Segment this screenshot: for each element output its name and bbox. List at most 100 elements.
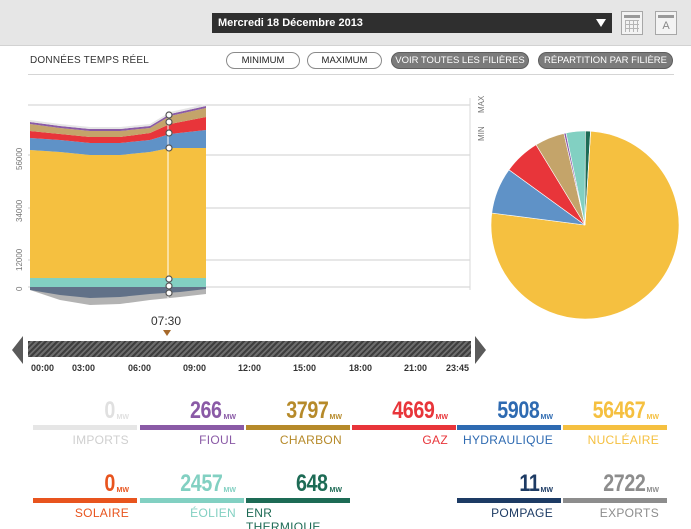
marker-exports [165,289,173,297]
stat-unit: MW [223,414,236,421]
stat-unit: MW [329,414,342,421]
all-sources-button[interactable]: VOIR TOUTES LES FILIÈRES [391,52,529,69]
maximum-button[interactable]: MAXIMUM [307,52,382,69]
stat-label: FIOUL [199,433,236,447]
marker-gaz [165,129,173,137]
stat-color-bar [246,498,350,503]
previous-day-arrow-icon[interactable] [12,336,23,364]
stat-label: IMPORTS [72,433,129,447]
x-tick-1800: 18:00 [349,363,373,373]
stat-unit: MW [329,487,342,494]
min-label: MIN [477,126,486,141]
controls-divider [28,74,674,75]
stat-unit: MW [435,414,448,421]
stat-color-bar [140,498,244,503]
marker-fioul [165,111,173,119]
stat-label: CHARBON [279,433,342,447]
stat-color-bar [563,425,667,430]
x-tick-0600: 06:00 [128,363,152,373]
stat-unit: MW [223,487,236,494]
date-select-label: Mercredi 18 Décembre 2013 [218,17,363,29]
max-label: MAX [477,95,486,113]
area-pompage [30,287,206,298]
stat-pompage[interactable]: 11 MW POMPAGE [457,470,561,526]
stat-label: HYDRAULIQUE [463,433,553,447]
stat-label: GAZ [422,433,448,447]
stat-unit: MW [116,414,129,421]
stat-color-bar [352,425,456,430]
date-select[interactable]: Mercredi 18 Décembre 2013 [212,13,612,33]
stat-gaz[interactable]: 4669 MW GAZ [352,397,456,453]
stat-color-bar [563,498,667,503]
stat-unit: MW [646,487,659,494]
marker-eolien [165,275,173,283]
stat-label: SOLAIRE [74,506,129,520]
area-hydraulique [30,130,206,155]
text-size-icon[interactable]: A [655,11,677,35]
stat-color-bar [33,498,137,503]
chevron-down-icon [596,19,606,27]
stat-value: 11 [519,470,539,497]
next-day-arrow-icon[interactable] [475,336,486,364]
stat-label: ÉOLIEN [190,506,236,520]
stat-unit: MW [540,414,553,421]
stat-charbon[interactable]: 3797 MW CHARBON [246,397,350,453]
area-gaz [30,117,206,143]
x-tick-0000: 00:00 [31,363,55,373]
stat-color-bar [140,425,244,430]
y-tick-34000: 34000 [15,199,24,222]
stat-label: POMPAGE [491,506,553,520]
marker-hydraulique [165,144,173,152]
pie-slice-pompage [584,130,591,226]
x-tick-0900: 09:00 [183,363,207,373]
area-charbon [30,108,206,137]
x-tick-0300: 03:00 [72,363,96,373]
stat-value: 3797 [285,397,329,424]
stat-color-bar [33,425,137,430]
stat-unit: MW [540,487,553,494]
minimum-button[interactable]: MINIMUM [226,52,300,69]
x-tick-2345: 23:45 [446,363,470,373]
calendar-grid [625,20,639,32]
split-by-source-button[interactable]: RÉPARTITION PAR FILIÈRE [538,52,673,69]
marker-charbon [165,118,173,126]
cursor-pointer-icon[interactable] [163,330,171,336]
stat-fioul[interactable]: 266 MW FIOUL [140,397,244,453]
cursor-markers [165,111,173,297]
x-tick-2100: 21:00 [404,363,428,373]
timeline-slider[interactable] [28,341,471,357]
stat-label: ENR THERMIQUE [246,506,321,529]
stat-value: 2457 [179,470,223,497]
stat-value: 4669 [391,397,435,424]
pie-chart [490,130,680,320]
stat-value: 0 [104,470,115,497]
stat-value: 0 [104,397,115,424]
stat-color-bar [246,425,350,430]
area-eolien [30,278,206,287]
stat-solaire[interactable]: 0 MW SOLAIRE [33,470,137,526]
stat-value: 56467 [592,397,645,424]
x-tick-1500: 15:00 [293,363,317,373]
stat-color-bar [457,498,561,503]
stat-label: NUCLÉAIRE [587,433,659,447]
stat-label: EXPORTS [599,506,659,520]
cursor-time: 07:30 [151,314,182,328]
stat-color-bar [457,425,561,430]
area-nucleaire [30,148,206,278]
stat-value: 648 [296,470,328,497]
stat-exports[interactable]: 2722 MW EXPORTS [563,470,667,526]
marker-nucleaire-base [165,282,173,290]
y-tick-56000: 56000 [15,147,24,170]
stat-value: 266 [190,397,222,424]
stat-imports[interactable]: 0 MW IMPORTS [33,397,137,453]
stat-value: 5908 [496,397,540,424]
x-tick-1200: 12:00 [238,363,262,373]
top-toolbar: Mercredi 18 Décembre 2013 A [0,0,691,46]
production-area-chart: 56000 34000 12000 0 MAX MIN [15,95,680,320]
stat-eolien[interactable]: 2457 MW ÉOLIEN [140,470,244,526]
calendar-icon[interactable] [621,11,643,35]
stat-enr-thermique[interactable]: 648 MW ENR THERMIQUE [246,470,350,529]
stat-unit: MW [646,414,659,421]
stat-hydraulique[interactable]: 5908 MW HYDRAULIQUE [457,397,561,453]
stat-nucleaire[interactable]: 56467 MW NUCLÉAIRE [563,397,667,453]
